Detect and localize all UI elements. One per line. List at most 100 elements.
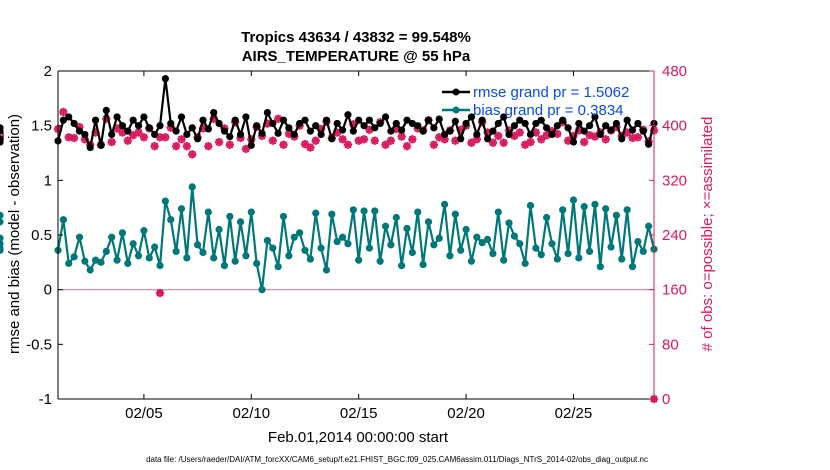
- obs-assimilated-point: [284, 129, 294, 139]
- rmse-point: [607, 126, 615, 134]
- bias-point: [628, 263, 637, 271]
- obs-assimilated-point: [622, 128, 632, 137]
- y-right-tick-label: 400: [662, 118, 687, 135]
- obs-assimilated-point: [504, 126, 514, 135]
- obs-assimilated-point: [241, 144, 251, 154]
- rmse-point: [532, 119, 540, 128]
- rmse-point: [440, 130, 449, 139]
- rmse-point: [483, 135, 492, 143]
- obs-assimilated-point: [150, 141, 159, 151]
- obs-assimilated-point: [537, 135, 546, 144]
- bias-point: [467, 257, 476, 265]
- rmse-point: [435, 115, 443, 123]
- bias-point: [618, 255, 626, 263]
- rmse-point: [140, 113, 148, 121]
- rmse-point: [338, 126, 347, 134]
- rmse-point: [220, 127, 229, 135]
- rmse-point: [177, 113, 186, 121]
- rmse-point: [371, 124, 379, 132]
- rmse-point: [0, 138, 4, 146]
- rmse-point: [279, 116, 288, 124]
- y-tick-label: 0: [44, 282, 52, 299]
- rmse-point: [210, 108, 218, 117]
- y-right-tick-label: 0: [662, 391, 670, 408]
- bias-point: [505, 219, 513, 227]
- rmse-point: [612, 119, 621, 128]
- rmse-point: [451, 117, 459, 125]
- bias-point: [430, 241, 438, 249]
- y-tick-label: 1: [44, 172, 52, 189]
- x-tick-label: 02/15: [340, 405, 378, 422]
- bias-point: [113, 256, 121, 264]
- bias-point: [532, 244, 540, 252]
- rmse-point: [639, 127, 647, 135]
- bias-point: [172, 247, 180, 255]
- rmse-point: [457, 135, 465, 143]
- bias-point: [548, 240, 556, 248]
- obs-assimilated-point: [300, 139, 310, 149]
- rmse-point: [215, 119, 223, 128]
- bias-point: [344, 240, 352, 248]
- obs-assimilated-point: [118, 128, 127, 137]
- obs-assimilated-point: [263, 119, 272, 128]
- bias-point: [639, 247, 647, 255]
- rmse-point: [559, 116, 567, 124]
- bias-point: [446, 252, 454, 260]
- bias-point: [263, 236, 272, 245]
- bias-point: [510, 232, 518, 240]
- obs-assimilated-point: [75, 122, 84, 132]
- obs-assimilated-point: [359, 135, 369, 144]
- bias-point: [478, 239, 486, 247]
- bias-point: [424, 218, 433, 226]
- obs-assimilated-point: [209, 114, 218, 124]
- bias-point: [70, 253, 78, 261]
- bias-point: [338, 233, 347, 241]
- obs-assimilated-point: [311, 136, 320, 145]
- rmse-point: [91, 116, 100, 124]
- bias-point: [645, 222, 653, 230]
- rmse-point: [188, 124, 196, 132]
- bias-point: [59, 216, 67, 224]
- bias-point: [65, 259, 73, 268]
- rmse-point: [381, 113, 390, 121]
- rmse-point: [344, 111, 352, 119]
- rmse-point: [242, 113, 250, 121]
- rmse-point: [430, 124, 438, 132]
- obs-assimilated-point: [123, 136, 133, 145]
- legend-bias-marker: [452, 106, 460, 114]
- obs-assimilated-point: [107, 137, 116, 147]
- y-axis-label: rmse and bias (model - observation): [6, 114, 23, 354]
- obs-assimilated-point: [343, 140, 353, 149]
- bias-point: [258, 286, 266, 294]
- y-tick-label: -1: [39, 391, 52, 408]
- obs-assimilated-point: [435, 133, 444, 142]
- rmse-point: [129, 116, 137, 124]
- legend-bias-label: bias grand pr = 0.3834: [473, 102, 624, 119]
- obs-assimilated-point: [579, 137, 589, 147]
- obs-assimilated-point: [408, 135, 417, 144]
- obs-assimilated-point: [64, 133, 73, 142]
- rmse-point: [489, 127, 497, 135]
- series-bias: [0, 183, 658, 294]
- bias-point: [580, 202, 588, 211]
- rmse-point: [194, 135, 202, 143]
- legend: rmse grand pr = 1.5062 bias grand pr = 0…: [442, 84, 629, 119]
- rmse-point: [516, 116, 524, 124]
- bias-point: [322, 266, 331, 274]
- obs-assimilated-point: [553, 129, 562, 139]
- y-right-tick-label: 160: [662, 282, 687, 299]
- obs-assimilated-point: [499, 138, 508, 147]
- obs-extra-star: [155, 288, 165, 298]
- rmse-point: [70, 119, 78, 128]
- bias-point: [376, 257, 384, 265]
- bias-point: [585, 247, 594, 255]
- bias-point: [231, 257, 239, 265]
- obs-assimilated-point: [472, 135, 482, 144]
- bias-line: [56, 185, 656, 291]
- obs-assimilated-point: [128, 131, 138, 140]
- bias-point: [0, 218, 4, 226]
- bias-point: [349, 206, 357, 214]
- bias-point: [440, 200, 449, 208]
- rmse-point: [414, 122, 422, 130]
- bias-point: [145, 254, 153, 262]
